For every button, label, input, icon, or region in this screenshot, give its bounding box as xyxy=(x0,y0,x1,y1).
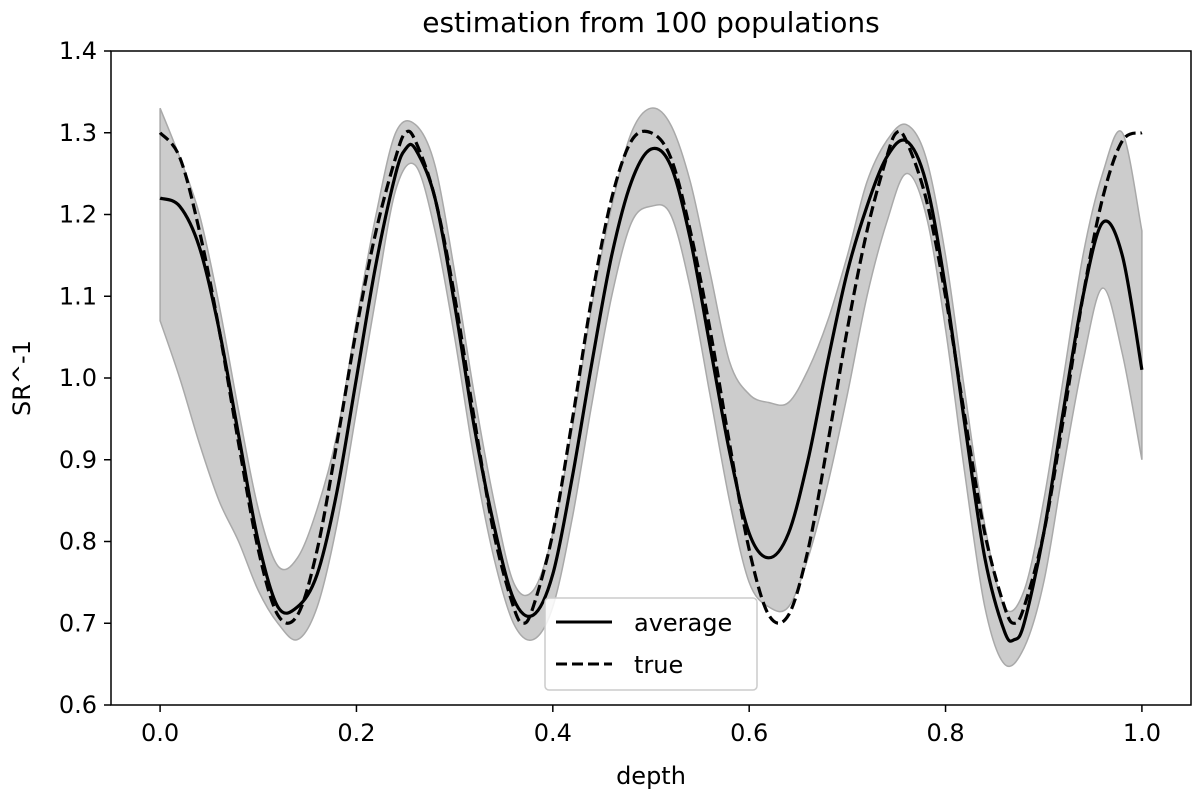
y-tick-label: 1.0 xyxy=(59,364,97,392)
y-tick-label: 1.2 xyxy=(59,201,97,229)
y-tick-label: 0.7 xyxy=(59,609,97,637)
x-tick-label: 1.0 xyxy=(1123,719,1161,747)
chart-title: estimation from 100 populations xyxy=(422,6,880,39)
x-tick-label: 0.8 xyxy=(926,719,964,747)
y-tick-label: 0.8 xyxy=(59,528,97,556)
x-tick-label: 0.2 xyxy=(337,719,375,747)
uncertainty-band xyxy=(159,107,1143,668)
series-line-true xyxy=(158,129,1143,625)
y-tick-label: 0.9 xyxy=(59,446,97,474)
x-axis-title: depth xyxy=(616,762,686,790)
legend: average true xyxy=(544,597,758,691)
x-tick-label: 0.4 xyxy=(534,719,572,747)
y-tick-label: 1.3 xyxy=(59,119,97,147)
y-tick-label: 1.4 xyxy=(59,37,97,65)
legend-label-true: true xyxy=(634,651,683,679)
plot-area xyxy=(158,107,1144,668)
y-axis: 0.6 0.7 0.8 0.9 1.0 1.1 1.2 1.3 1.4 xyxy=(59,37,111,719)
x-tick-label: 0.0 xyxy=(141,719,179,747)
x-axis: 0.0 0.2 0.4 0.6 0.8 1.0 xyxy=(141,705,1161,747)
y-tick-label: 0.6 xyxy=(59,691,97,719)
y-axis-title: SR^-1 xyxy=(8,340,36,416)
series-line-average xyxy=(159,138,1144,643)
y-tick-label: 1.1 xyxy=(59,282,97,310)
legend-label-average: average xyxy=(634,609,732,637)
x-tick-label: 0.6 xyxy=(730,719,768,747)
